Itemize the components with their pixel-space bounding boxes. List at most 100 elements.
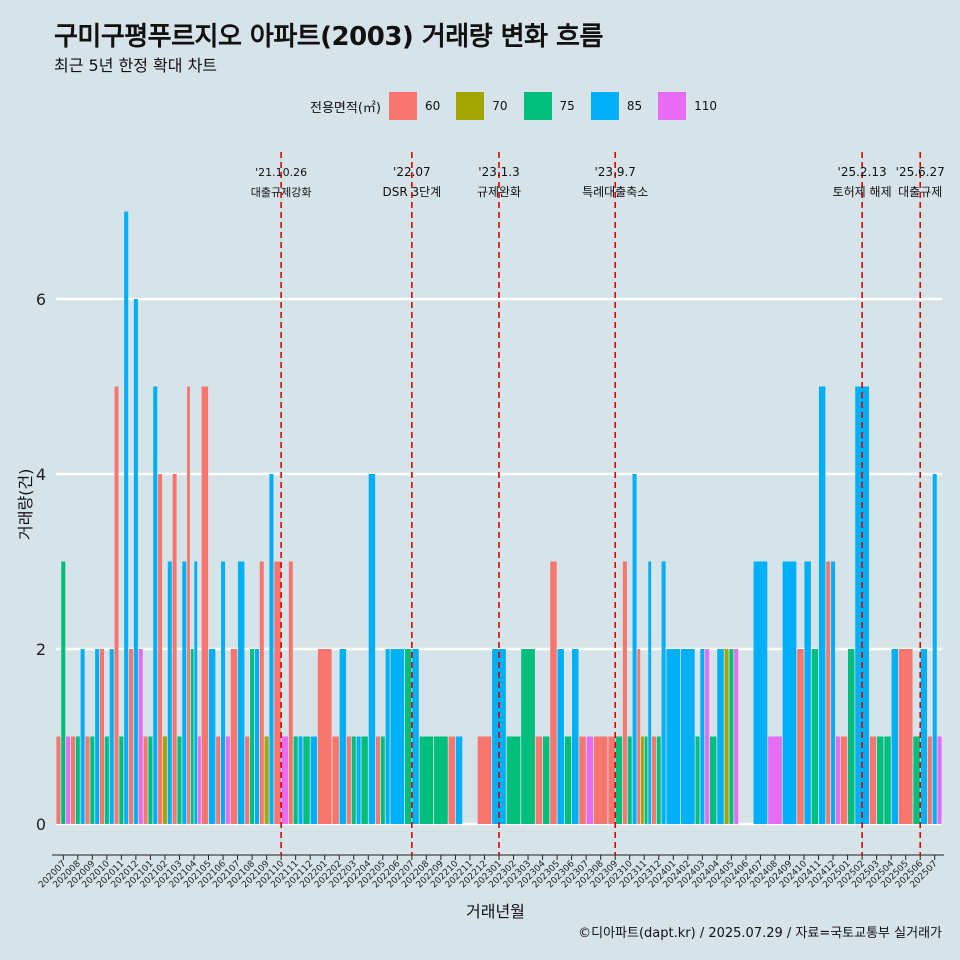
bar-202011-60 xyxy=(114,386,119,824)
bar-202403-110 xyxy=(705,649,710,824)
bar-202310-75 xyxy=(627,736,632,824)
bar-202110-60 xyxy=(274,561,281,824)
bar-202101-75 xyxy=(148,736,153,824)
legend-key-75 xyxy=(523,92,552,120)
bar-202012-85 xyxy=(133,299,138,824)
event-date-label: '25.6.27 xyxy=(896,165,945,179)
bar-202303-75 xyxy=(521,649,535,824)
bar-202307-60 xyxy=(579,736,586,824)
bar-202104-85 xyxy=(194,561,198,824)
bar-202412-110 xyxy=(835,736,840,824)
bar-202307-110 xyxy=(586,736,594,824)
bar-202311-85 xyxy=(648,561,652,824)
bar-202009-75 xyxy=(90,736,95,824)
bar-202403-85 xyxy=(700,649,705,824)
bar-202205-60 xyxy=(375,736,380,824)
bar-202010-60 xyxy=(99,649,105,824)
bar-202505-60 xyxy=(898,649,913,824)
bar-202108-75 xyxy=(250,649,255,824)
bar-202305-85 xyxy=(557,649,564,824)
legend-key-85 xyxy=(590,92,619,120)
legend: 전용면적(㎡) 60 70 75 85 110 xyxy=(310,92,733,120)
bar-202407-85 xyxy=(753,561,768,824)
bar-202109-70 xyxy=(264,736,269,824)
bar-202304-75 xyxy=(542,736,550,824)
bar-202312-75 xyxy=(656,736,661,824)
bar-202501-75 xyxy=(847,649,855,824)
event-name-label: 대출규제강화 xyxy=(251,186,312,199)
bar-202409-85 xyxy=(782,561,797,824)
bar-202008-75 xyxy=(75,736,80,824)
bar-202106-110 xyxy=(225,736,230,824)
bar-202102-60 xyxy=(158,474,163,824)
bar-202302-75 xyxy=(506,736,521,824)
x-axis-title: 거래년월 xyxy=(466,902,525,921)
y-tick-label: 0 xyxy=(36,815,46,834)
bar-202210-60 xyxy=(448,736,456,824)
bar-202112-75 xyxy=(303,736,310,824)
bar-202311-70 xyxy=(641,736,644,824)
bar-202405-70 xyxy=(724,649,729,824)
legend-label-85: 85 xyxy=(626,99,643,113)
chart-title: 구미구평푸르지오 아파트(2003) 거래량 변화 흐름 xyxy=(54,22,603,52)
y-tick-label: 6 xyxy=(36,290,46,309)
event-date-label: '21.10.26 xyxy=(255,166,307,179)
bar-202103-85 xyxy=(182,561,187,824)
event-date-label: '25.2.13 xyxy=(838,165,887,179)
bar-202212-60 xyxy=(477,736,492,824)
bar-202210-85 xyxy=(455,736,463,824)
bar-202201-60 xyxy=(317,649,332,824)
bar-202007-75 xyxy=(61,561,66,824)
bar-202311-75 xyxy=(644,736,648,824)
bar-202111-75 xyxy=(293,736,298,824)
bar-202310-85 xyxy=(632,474,637,824)
legend-key-110 xyxy=(658,92,687,120)
bar-202205-75 xyxy=(380,736,385,824)
bar-202506-85 xyxy=(920,649,928,824)
bar-202107-60 xyxy=(230,649,238,824)
bar-202007-60 xyxy=(56,736,61,824)
bar-202306-85 xyxy=(572,649,579,824)
bar-202309-60 xyxy=(608,736,615,824)
bar-202104-60 xyxy=(187,386,190,824)
bar-202203-75 xyxy=(351,736,356,824)
bar-202203-85 xyxy=(356,736,361,824)
bar-202109-60 xyxy=(259,561,264,824)
bar-202012-60 xyxy=(129,649,134,824)
bar-202503-60 xyxy=(869,736,877,824)
bar-202504-85 xyxy=(891,649,899,824)
bar-202101-85 xyxy=(153,386,158,824)
event-date-label: '22.07 xyxy=(393,165,431,179)
bar-202305-60 xyxy=(550,561,557,824)
legend-label-70: 70 xyxy=(492,99,508,113)
bar-202404-85 xyxy=(717,649,724,824)
bar-202107-85 xyxy=(237,561,245,824)
source-caption: ©디아파트(dapt.kr) / 2025.07.29 / 자료=국토교통부 실… xyxy=(578,926,942,941)
bar-202008-85 xyxy=(80,649,85,824)
legend-label-60: 60 xyxy=(424,99,441,113)
bar-202507-110 xyxy=(937,736,942,824)
chart-subtitle: 최근 5년 한정 확대 차트 xyxy=(54,56,218,75)
bar-202506-75 xyxy=(913,736,920,824)
bar-202411-75 xyxy=(811,649,819,824)
bar-202401-85 xyxy=(666,649,681,824)
bar-202308-60 xyxy=(593,736,608,824)
bar-202202-85 xyxy=(339,649,347,824)
bar-202405-75 xyxy=(729,649,734,824)
bar-202507-60 xyxy=(927,736,932,824)
bar-202103-75 xyxy=(177,736,182,824)
bar-202207-85 xyxy=(412,649,419,824)
bar-202012-110 xyxy=(138,649,143,824)
bar-202503-75 xyxy=(877,736,884,824)
bar-202311-60 xyxy=(637,649,641,824)
bar-202408-110 xyxy=(768,736,782,824)
event-name-label: 토허제 해제 xyxy=(833,185,892,199)
bar-202109-85 xyxy=(269,474,274,824)
bar-202111-85 xyxy=(298,736,303,824)
bar-202102-85 xyxy=(167,561,172,824)
event-name-label: 규제완화 xyxy=(477,185,521,199)
event-name-label: DSR 3단계 xyxy=(382,185,441,199)
bar-202504-75 xyxy=(884,736,891,824)
bar-202410-60 xyxy=(797,649,804,824)
